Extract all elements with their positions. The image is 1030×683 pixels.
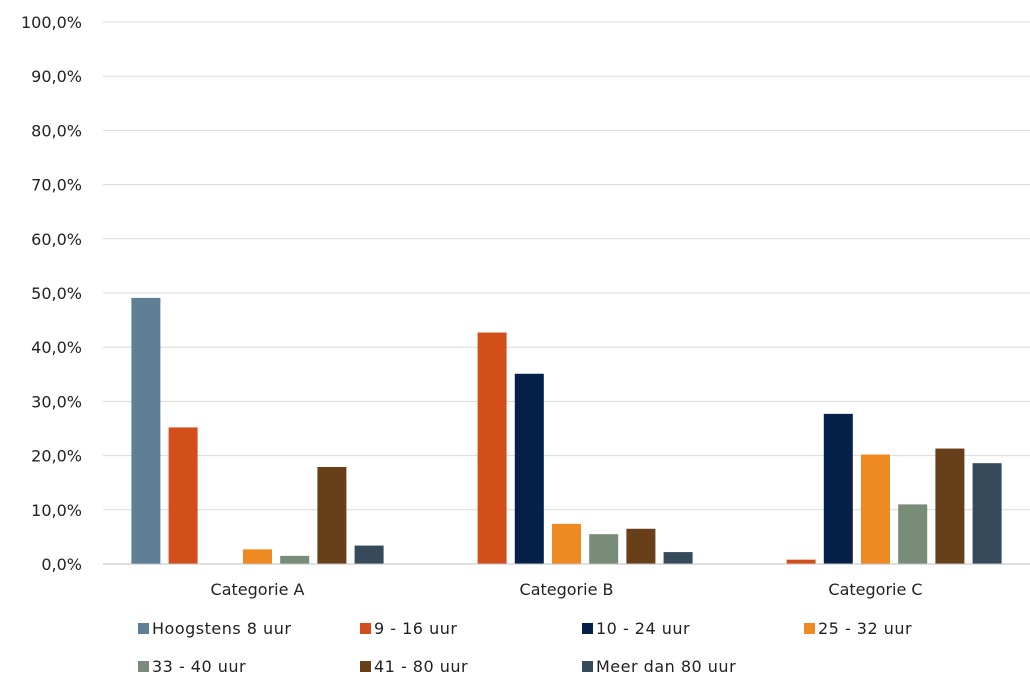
bar	[317, 466, 347, 564]
legend-label: 33 - 40 uur	[152, 657, 246, 676]
x-axis-categories: Categorie A Categorie B Categorie C	[211, 580, 923, 599]
bar	[280, 555, 310, 564]
legend-label: 25 - 32 uur	[818, 619, 912, 638]
y-tick-label: 30,0%	[31, 392, 82, 411]
legend-item: 33 - 40 uur	[138, 657, 246, 676]
bar	[663, 552, 693, 564]
legend-label: Hoogstens 8 uur	[152, 619, 291, 638]
legend-swatch	[360, 623, 371, 634]
bar	[131, 297, 161, 564]
legend-swatch	[138, 623, 149, 634]
gridlines	[103, 21, 1030, 511]
bar	[972, 463, 1002, 564]
y-tick-label: 70,0%	[31, 176, 82, 195]
legend-item: 25 - 32 uur	[804, 619, 912, 638]
legend-label: 10 - 24 uur	[596, 619, 690, 638]
y-tick-label: 20,0%	[31, 447, 82, 466]
legend: Hoogstens 8 uur 9 - 16 uur 10 - 24 uur 25 -…	[138, 619, 912, 676]
y-tick-label: 0,0%	[41, 555, 82, 574]
y-tick-label: 90,0%	[31, 67, 82, 86]
bar	[823, 413, 853, 564]
legend-item: Meer dan 80 uur	[582, 657, 736, 676]
y-tick-label: 10,0%	[31, 501, 82, 520]
legend-item: Hoogstens 8 uur	[138, 619, 291, 638]
legend-label: 41 - 80 uur	[374, 657, 468, 676]
bar	[786, 559, 816, 564]
legend-swatch	[138, 661, 149, 672]
x-category-label: Categorie B	[520, 580, 614, 599]
legend-swatch	[360, 661, 371, 672]
y-tick-label: 40,0%	[31, 338, 82, 357]
legend-item: 41 - 80 uur	[360, 657, 468, 676]
bar	[861, 454, 890, 564]
legend-item: 9 - 16 uur	[360, 619, 457, 638]
x-category-label: Categorie A	[211, 580, 305, 599]
bar	[552, 523, 581, 564]
bar	[477, 332, 507, 564]
legend-swatch	[582, 661, 593, 672]
bar	[514, 373, 544, 564]
legend-item: 10 - 24 uur	[582, 619, 690, 638]
bar	[626, 528, 656, 564]
y-tick-label: 100,0%	[21, 13, 82, 32]
y-tick-label: 80,0%	[31, 121, 82, 140]
bar	[243, 549, 272, 564]
x-category-label: Categorie C	[828, 580, 922, 599]
y-axis-ticks: 0,0% 10,0% 20,0% 30,0% 40,0% 50,0% 60,0% 70,0% 8…	[21, 13, 82, 574]
bar	[589, 534, 619, 564]
y-tick-label: 60,0%	[31, 230, 82, 249]
bar	[168, 427, 198, 564]
legend-swatch	[582, 623, 593, 634]
bar	[935, 448, 965, 564]
bars	[131, 297, 1002, 564]
legend-label: 9 - 16 uur	[374, 619, 457, 638]
bar	[354, 545, 384, 564]
bar	[898, 504, 928, 564]
legend-swatch	[804, 623, 815, 634]
y-tick-label: 50,0%	[31, 284, 82, 303]
legend-label: Meer dan 80 uur	[596, 657, 736, 676]
